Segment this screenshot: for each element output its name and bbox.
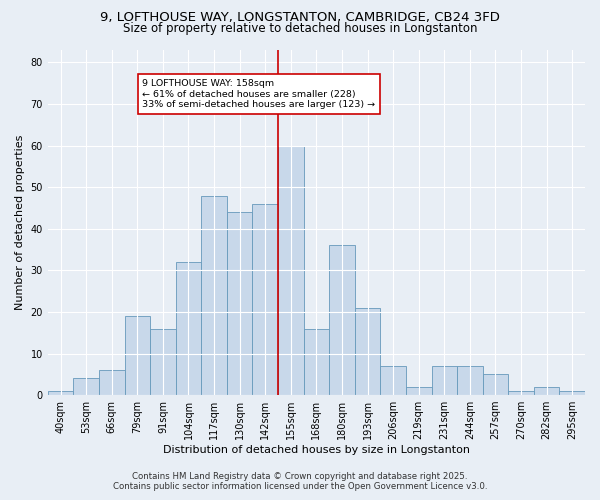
Bar — [304, 328, 329, 395]
Text: 9, LOFTHOUSE WAY, LONGSTANTON, CAMBRIDGE, CB24 3FD: 9, LOFTHOUSE WAY, LONGSTANTON, CAMBRIDGE… — [100, 11, 500, 24]
Bar — [482, 374, 508, 395]
X-axis label: Distribution of detached houses by size in Longstanton: Distribution of detached houses by size … — [163, 445, 470, 455]
Bar — [406, 387, 431, 395]
Bar — [278, 146, 304, 395]
Bar — [508, 391, 534, 395]
Bar — [73, 378, 99, 395]
Bar — [431, 366, 457, 395]
Text: Contains HM Land Registry data © Crown copyright and database right 2025.
Contai: Contains HM Land Registry data © Crown c… — [113, 472, 487, 491]
Text: Size of property relative to detached houses in Longstanton: Size of property relative to detached ho… — [123, 22, 477, 35]
Bar — [457, 366, 482, 395]
Bar — [253, 204, 278, 395]
Bar — [227, 212, 253, 395]
Bar — [150, 328, 176, 395]
Text: 9 LOFTHOUSE WAY: 158sqm
← 61% of detached houses are smaller (228)
33% of semi-d: 9 LOFTHOUSE WAY: 158sqm ← 61% of detache… — [142, 79, 376, 109]
Bar — [355, 308, 380, 395]
Bar — [559, 391, 585, 395]
Bar — [176, 262, 201, 395]
Bar — [329, 246, 355, 395]
Bar — [125, 316, 150, 395]
Bar — [380, 366, 406, 395]
Bar — [201, 196, 227, 395]
Bar — [534, 387, 559, 395]
Y-axis label: Number of detached properties: Number of detached properties — [15, 135, 25, 310]
Bar — [99, 370, 125, 395]
Bar — [48, 391, 73, 395]
